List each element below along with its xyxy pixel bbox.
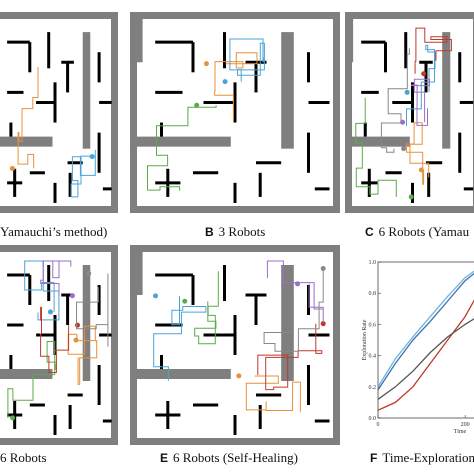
robot-marker — [295, 281, 301, 287]
panel-letter: B — [205, 225, 214, 239]
maze-block — [347, 18, 354, 63]
robot-marker — [9, 165, 15, 171]
panel-caption: F Time-Exploration — [370, 450, 474, 465]
robot-marker — [222, 79, 228, 85]
robot-path — [70, 149, 96, 198]
panel-caption: C 6 Robots (Yamau — [365, 224, 470, 239]
robot-path — [406, 122, 430, 185]
robot-path — [76, 273, 109, 347]
robot-path — [263, 268, 324, 352]
maze-block — [134, 251, 143, 295]
robot-marker — [408, 194, 414, 200]
maze-block — [134, 18, 143, 63]
robot-marker — [320, 265, 326, 271]
robot-path — [410, 78, 430, 126]
maze-pillar — [281, 32, 294, 149]
maze-map — [0, 245, 118, 445]
robot-marker — [404, 89, 410, 95]
maze-map — [130, 12, 340, 213]
caption-text: 6 Robots (Yamau — [379, 224, 470, 239]
maze-pillar — [82, 265, 91, 381]
maze-block — [130, 369, 231, 379]
x-tick-label: 200 — [461, 422, 470, 428]
y-tick-label: 0.8 — [369, 291, 377, 297]
robot-marker — [47, 309, 53, 315]
y-tick-label: 0.2 — [369, 385, 377, 391]
robot-marker — [401, 146, 407, 152]
data-line — [377, 270, 474, 388]
caption-text: 6 Robots — [0, 450, 47, 465]
robot-marker — [182, 298, 188, 304]
robot-marker — [75, 322, 81, 328]
panel-caption: Yamauchi’s method) — [0, 224, 107, 239]
robot-marker — [89, 154, 95, 160]
robot-path — [406, 44, 436, 126]
panel-letter: F — [370, 451, 377, 465]
robot-marker — [73, 337, 79, 343]
y-tick-label: 0.4 — [369, 354, 377, 360]
y-tick-label: 1.0 — [369, 260, 377, 266]
panel-caption: 6 Robots — [0, 450, 47, 465]
robot-path — [414, 27, 452, 74]
caption-text: 6 Robots (Self-Healing) — [173, 450, 298, 465]
robot-path — [214, 52, 258, 123]
panel-letter: C — [365, 225, 374, 239]
panel-letter: E — [160, 451, 168, 465]
robot-marker — [203, 61, 209, 67]
robot-path — [17, 67, 39, 169]
plot-frame — [377, 261, 474, 419]
maze-block — [345, 136, 410, 147]
robot-path — [147, 105, 217, 191]
robot-marker — [320, 321, 326, 327]
robot-path — [257, 323, 323, 391]
robot-path — [40, 306, 70, 373]
robot-path — [229, 38, 265, 82]
robot-marker — [10, 415, 16, 421]
robot-path — [355, 97, 397, 197]
maze-map — [130, 245, 340, 445]
robot-path — [380, 48, 410, 153]
y-tick-label: 0.6 — [369, 322, 377, 328]
robot-marker — [236, 373, 242, 379]
robot-marker — [418, 167, 424, 173]
y-axis-label: Exploration Rate — [362, 319, 368, 360]
robot-marker — [421, 71, 427, 77]
x-axis-label: Time — [454, 429, 467, 435]
panel-caption: E 6 Robots (Self-Healing) — [160, 450, 298, 465]
maze-block — [0, 136, 53, 147]
robot-marker — [153, 293, 159, 299]
data-line — [377, 299, 474, 411]
maze-map — [345, 12, 474, 213]
maze-pillar — [281, 265, 294, 381]
x-tick-label: 0 — [377, 422, 380, 428]
maze-map — [0, 12, 118, 213]
robot-marker — [69, 293, 75, 299]
robot-path — [194, 271, 219, 345]
y-tick-label: 0.0 — [369, 416, 377, 422]
data-line — [377, 318, 474, 400]
robot-path — [40, 260, 72, 296]
caption-text: Time-Exploration — [382, 450, 474, 465]
caption-text: 3 Robots — [219, 224, 266, 239]
caption-text: Yamauchi’s method) — [0, 224, 107, 239]
robot-marker — [86, 270, 92, 276]
maze-block — [0, 369, 53, 379]
maze-pillar — [442, 32, 451, 149]
robot-path — [245, 375, 301, 413]
maze-pillar — [82, 32, 91, 149]
maze-block — [130, 136, 231, 147]
robot-marker — [194, 102, 200, 108]
robot-path — [153, 295, 207, 381]
robot-path — [67, 325, 98, 385]
data-line — [377, 272, 474, 391]
panel-caption: B 3 Robots — [205, 224, 265, 239]
